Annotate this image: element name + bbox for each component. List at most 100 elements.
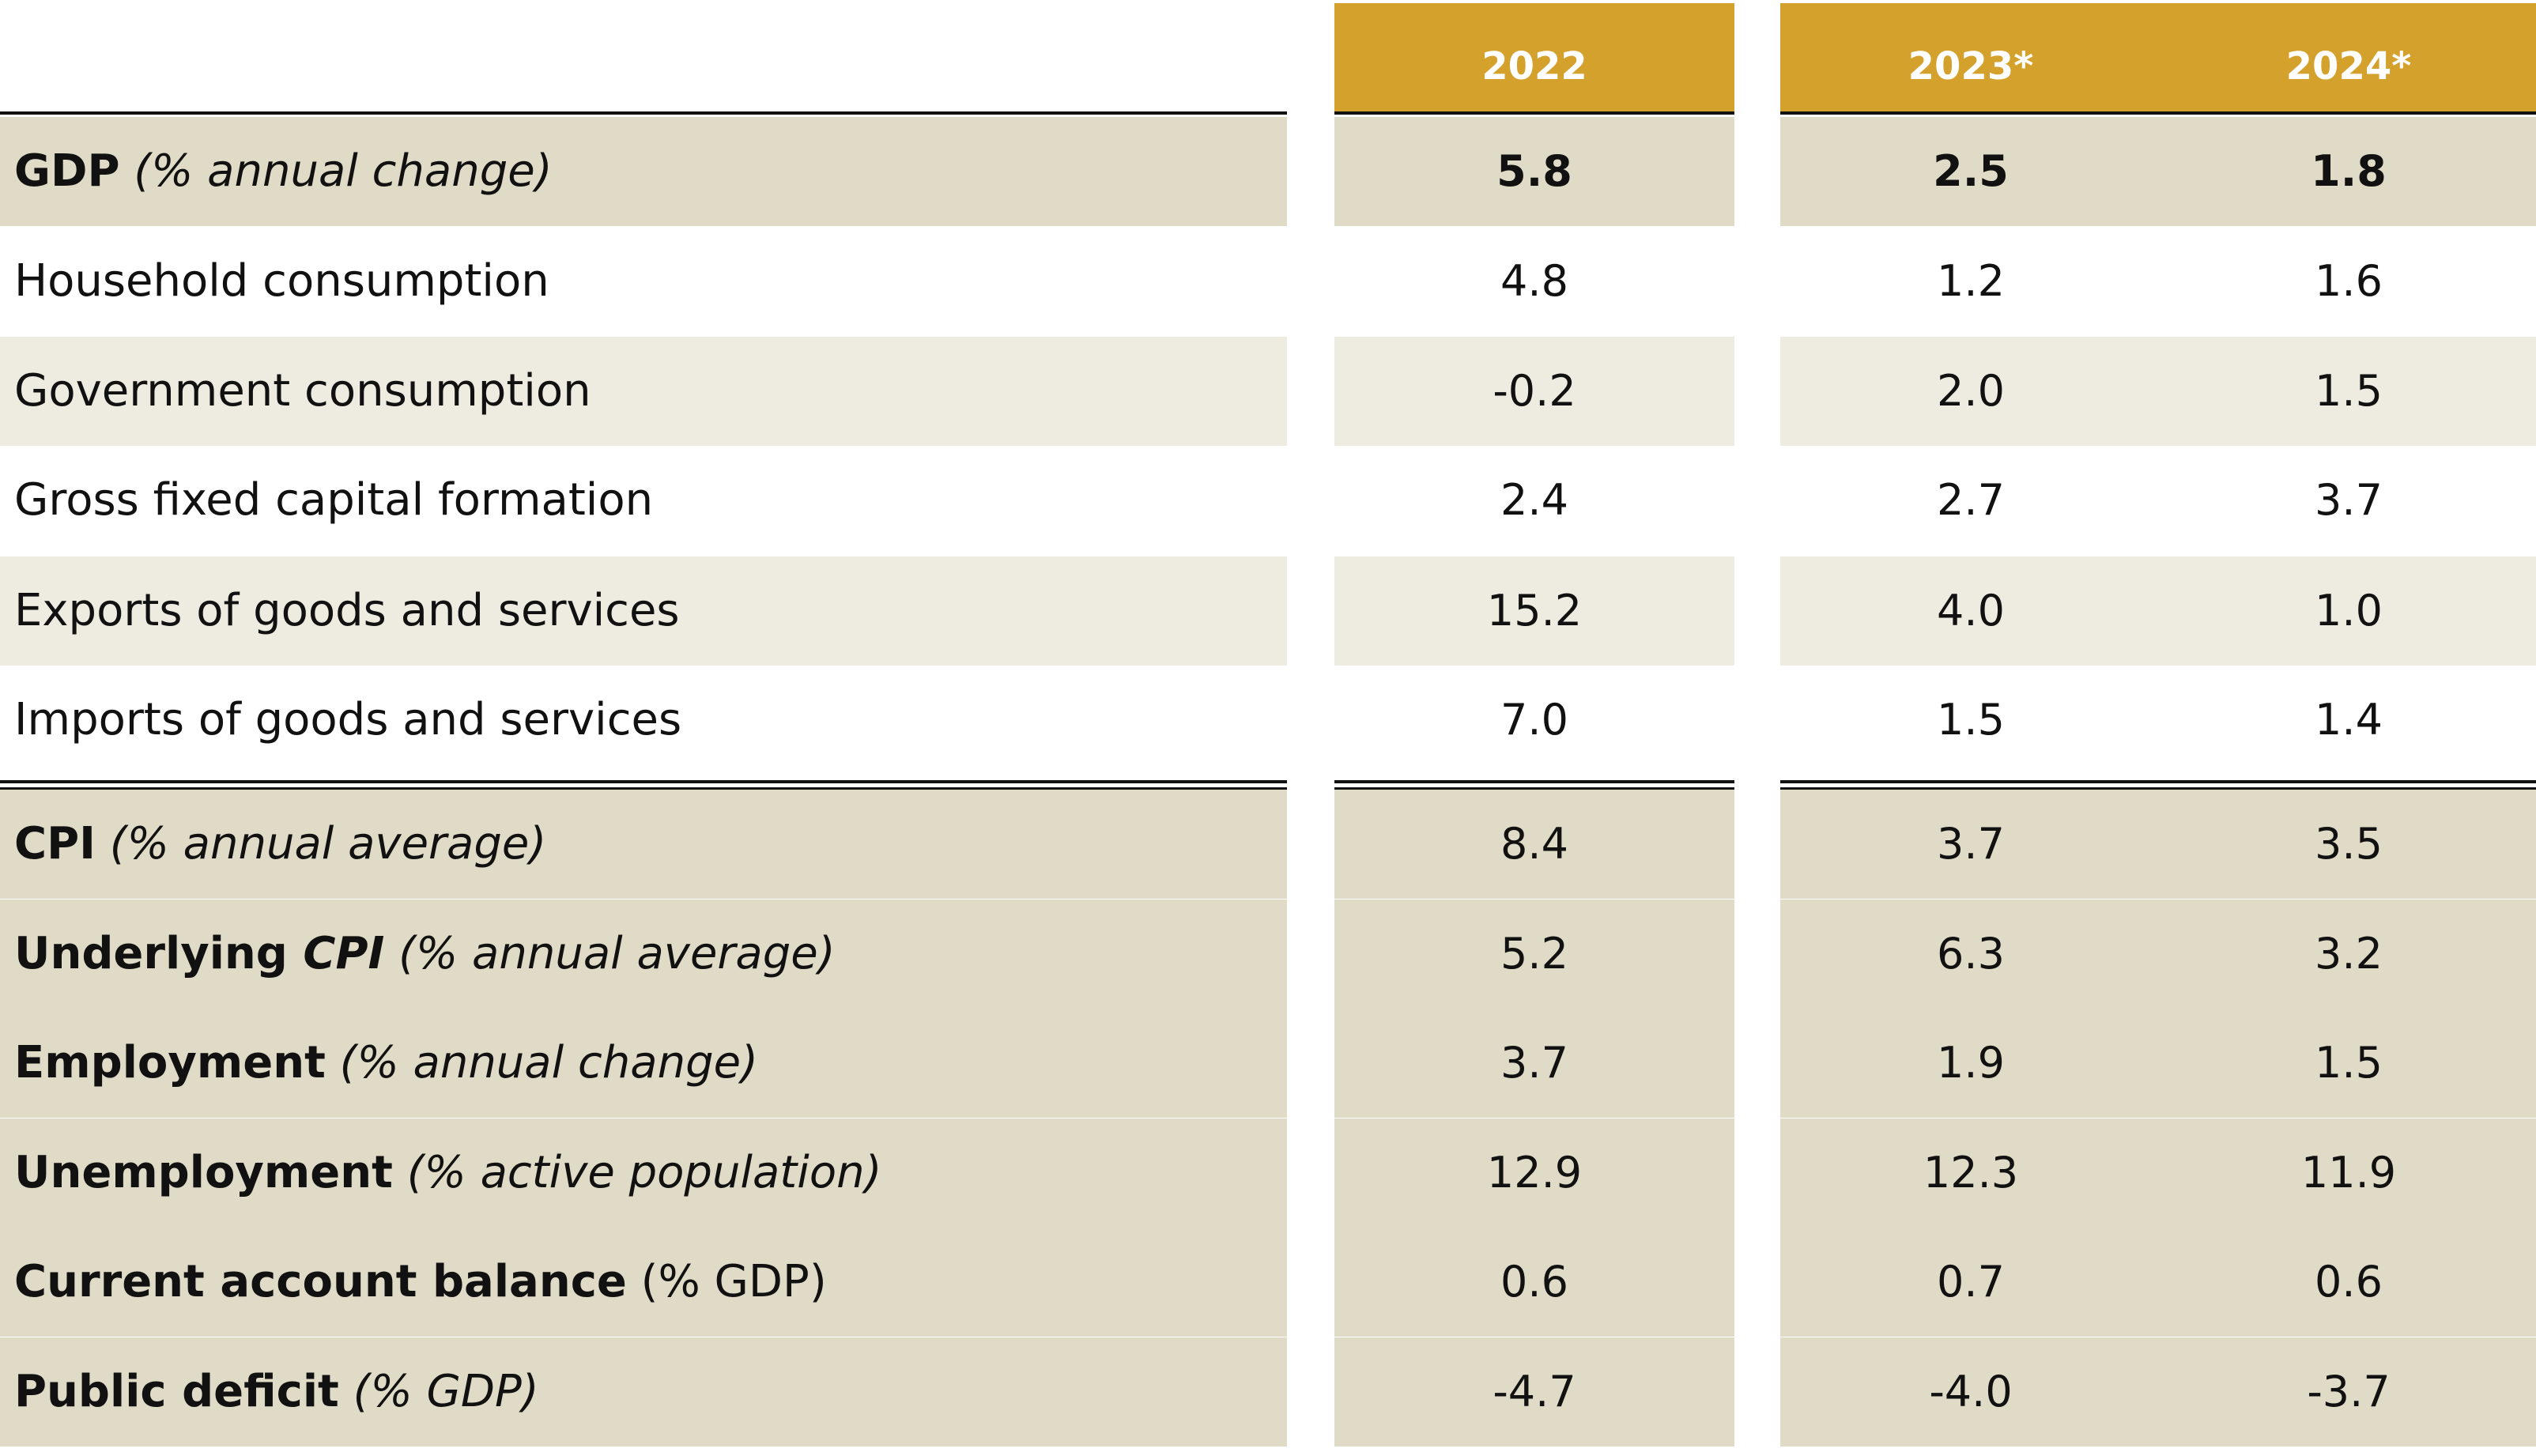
row-label-unit: (% annual average) — [95, 818, 547, 869]
value-2022: 7.0 — [1500, 695, 1568, 745]
row-label-unit: (% annual change) — [119, 145, 553, 197]
value-2023: -4.0 — [1929, 1367, 2013, 1416]
value-2023: 3.7 — [1937, 819, 2005, 869]
row-label: Current account balance (% GDP) — [14, 1228, 827, 1337]
rule-mid-label — [0, 780, 1287, 790]
header-cell-2022: 2022 — [1334, 3, 1734, 111]
value-2024: 3.7 — [2315, 475, 2383, 525]
value-2024: 1.4 — [2315, 695, 2383, 745]
row-label: Gross fixed capital formation — [14, 446, 653, 555]
row-background — [1334, 1118, 1734, 1228]
row-label-unit: Imports of goods and services — [14, 694, 682, 745]
value-2023: 1.2 — [1937, 256, 2005, 306]
value-2024: 1.6 — [2315, 256, 2383, 306]
value-2024: 0.6 — [2315, 1257, 2383, 1307]
value-2022: 5.8 — [1496, 146, 1572, 196]
value-2024: -3.7 — [2307, 1367, 2391, 1416]
value-2022: -0.2 — [1493, 366, 1576, 416]
row-background — [1780, 1118, 2536, 1228]
value-2024: 3.2 — [2315, 929, 2383, 979]
value-2023: 2.7 — [1937, 475, 2005, 525]
row-background — [1334, 790, 1734, 899]
row-background — [0, 790, 1287, 899]
row-label-bold: Public deficit — [14, 1366, 339, 1417]
value-2024: 11.9 — [2300, 1148, 2397, 1198]
row-background — [1334, 117, 1734, 226]
value-2022: 0.6 — [1500, 1257, 1568, 1307]
row-label: Government consumption — [14, 337, 591, 446]
row-background — [0, 900, 1287, 1009]
row-background — [0, 337, 1287, 446]
value-2023: 2.5 — [1933, 146, 2009, 196]
row-background — [0, 117, 1287, 226]
row-label-bold: Unemployment — [14, 1147, 393, 1198]
row-label-unit: (% GDP) — [338, 1366, 539, 1417]
value-2022: 4.8 — [1500, 256, 1568, 306]
value-2023: 12.3 — [1923, 1148, 2019, 1198]
value-2023: 4.0 — [1937, 586, 2005, 636]
row-background — [1334, 337, 1734, 446]
row-label: Imports of goods and services — [14, 666, 681, 774]
row-background — [1780, 337, 2536, 446]
row-label-unit: (% annual change) — [325, 1037, 758, 1088]
row-background — [0, 556, 1287, 666]
value-2022: 3.7 — [1500, 1038, 1568, 1088]
header-2024-label: 2024* — [2285, 44, 2412, 89]
row-label-unit: (% active population) — [392, 1147, 882, 1198]
row-background — [1334, 1228, 1734, 1337]
row-background — [1780, 900, 2536, 1009]
row-label-bold: Underlying — [14, 928, 304, 979]
row-label-unit: Household consumption — [14, 255, 549, 307]
row-label-unit: (% annual average) — [384, 928, 836, 979]
row-background — [1780, 1337, 2536, 1447]
row-label-bold: CPI — [14, 818, 96, 869]
row-label: Household consumption — [14, 227, 549, 336]
value-2023: 0.7 — [1937, 1257, 2005, 1307]
header-2023-label: 2023* — [1908, 44, 2034, 89]
row-background — [0, 1009, 1287, 1118]
value-2024: 1.8 — [2311, 146, 2387, 196]
value-2022: 5.2 — [1500, 929, 1568, 979]
value-2022: 8.4 — [1500, 819, 1568, 869]
row-label: Employment (% annual change) — [14, 1009, 758, 1118]
row-label: CPI (% annual average) — [14, 790, 546, 899]
row-background — [1334, 1337, 1734, 1447]
row-label-unit: Gross fixed capital formation — [14, 474, 654, 526]
value-2023: 1.9 — [1937, 1038, 2005, 1088]
row-label-bold: GDP — [14, 145, 120, 197]
value-2023: 1.5 — [1937, 695, 2005, 745]
value-2022: 12.9 — [1486, 1148, 1583, 1198]
header-cell-2023-2024: 2023* 2024* — [1780, 3, 2536, 111]
value-2023: 2.0 — [1937, 366, 2005, 416]
rule-mid-2022 — [1334, 780, 1734, 790]
rule-mid-2023-2024 — [1780, 780, 2536, 790]
value-2024: 3.5 — [2315, 819, 2383, 869]
value-2023: 6.3 — [1937, 929, 2005, 979]
row-background — [0, 1228, 1287, 1337]
row-label-bold-italic: CPI — [303, 928, 385, 979]
value-2022: 2.4 — [1500, 475, 1568, 525]
row-label-unit: Government consumption — [14, 365, 591, 417]
row-label: Public deficit (% GDP) — [14, 1337, 539, 1447]
row-label-unit: (% GDP) — [626, 1256, 827, 1307]
row-background — [0, 1337, 1287, 1447]
row-label-bold: Current account balance — [14, 1256, 627, 1307]
row-background — [1780, 1228, 2536, 1337]
row-background — [1334, 900, 1734, 1009]
value-2024: 1.5 — [2315, 366, 2383, 416]
row-label: GDP (% annual change) — [14, 117, 553, 226]
row-label: Exports of goods and services — [14, 556, 680, 666]
row-background — [1780, 556, 2536, 666]
row-label: Unemployment (% active population) — [14, 1118, 881, 1228]
value-2022: -4.7 — [1493, 1367, 1576, 1416]
row-background — [1780, 117, 2536, 226]
row-background — [0, 1118, 1287, 1228]
row-background — [1334, 1009, 1734, 1118]
value-2024: 1.0 — [2315, 586, 2383, 636]
row-background — [1334, 556, 1734, 666]
row-label-unit: Exports of goods and services — [14, 585, 680, 636]
row-label: Underlying CPI (% annual average) — [14, 900, 836, 1009]
row-label-bold: Employment — [14, 1037, 326, 1088]
header-2022-label: 2022 — [1481, 44, 1587, 89]
row-background — [1780, 790, 2536, 899]
